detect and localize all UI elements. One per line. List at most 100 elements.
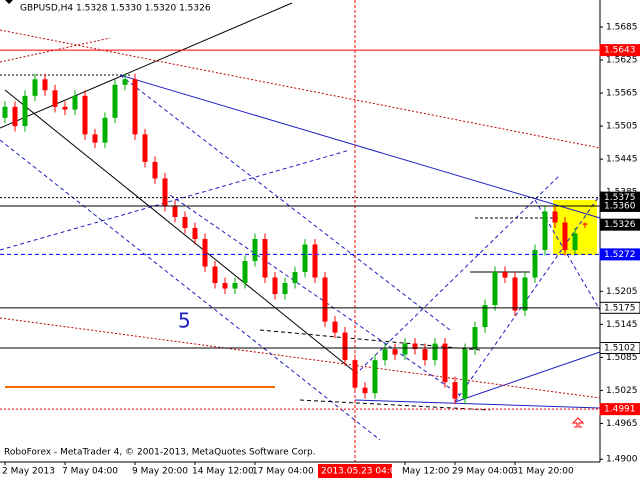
candle-body bbox=[112, 84, 118, 118]
candle-body bbox=[302, 244, 308, 273]
x-tick-label: 29 May 04:00 bbox=[452, 467, 514, 477]
candle-body bbox=[152, 161, 158, 179]
candle-body bbox=[282, 283, 288, 295]
candle-body bbox=[542, 211, 548, 250]
x-tick-label: 9 May 20:00 bbox=[132, 467, 188, 477]
trend-line bbox=[4, 89, 356, 373]
cursor-label: 2013.05.23 04:00 bbox=[321, 467, 402, 477]
level-label: 1.4991 bbox=[604, 405, 636, 415]
candle-body bbox=[212, 266, 218, 284]
trend-line bbox=[119, 74, 601, 219]
candle-body bbox=[332, 321, 338, 333]
level-label-bg bbox=[599, 199, 640, 212]
candle-body bbox=[42, 79, 48, 91]
candle-body bbox=[122, 79, 128, 85]
candle-body bbox=[162, 178, 168, 206]
candle-body bbox=[472, 327, 478, 350]
candle-body bbox=[402, 343, 408, 355]
channel-line bbox=[0, 149, 351, 251]
y-tick-label: 1.5685 bbox=[606, 22, 638, 32]
footer: RoboForex - MetaTrader 4, © 2001-2013, M… bbox=[4, 448, 316, 458]
x-tick-label: 31 May 20:00 bbox=[512, 467, 574, 477]
level-label-bg bbox=[599, 44, 640, 57]
level-label: 1.5102 bbox=[604, 344, 636, 354]
channel-line bbox=[354, 174, 561, 376]
channel-line bbox=[299, 399, 491, 411]
level-label-bg bbox=[599, 403, 640, 416]
candle-body bbox=[22, 95, 28, 127]
trend-line bbox=[454, 351, 601, 403]
candle-body bbox=[572, 233, 578, 250]
channel-line bbox=[0, 139, 381, 441]
candle-body bbox=[252, 238, 258, 262]
trend-line bbox=[0, 2, 293, 129]
y-tick-label: 1.5025 bbox=[606, 386, 638, 396]
level-label-bg bbox=[599, 218, 640, 231]
x-tick-label: May 12:00 bbox=[402, 467, 450, 477]
x-tick-label: 14 May 12:00 bbox=[192, 467, 254, 477]
candle-body bbox=[82, 95, 88, 135]
candle-body bbox=[512, 277, 518, 311]
candle-body bbox=[342, 332, 348, 361]
candle-body bbox=[352, 360, 358, 388]
candle-body bbox=[582, 223, 588, 225]
x-tick-label: 17 May 04:00 bbox=[252, 467, 314, 477]
candle-body bbox=[232, 283, 238, 289]
candle-body bbox=[432, 343, 438, 361]
level-label: 1.5175 bbox=[604, 303, 636, 313]
y-tick-label: 1.5445 bbox=[606, 155, 638, 165]
candle-body bbox=[12, 106, 18, 127]
candle-body bbox=[532, 249, 538, 278]
up-arrow bbox=[571, 417, 585, 428]
level-label: 1.5360 bbox=[604, 201, 636, 211]
candle-body bbox=[492, 272, 498, 306]
candle-body bbox=[142, 134, 148, 162]
candle-body bbox=[452, 382, 458, 399]
level-label: 1.5272 bbox=[604, 250, 636, 260]
candle-body bbox=[32, 79, 38, 96]
candle-body bbox=[502, 272, 508, 278]
level-label: 1.5375 bbox=[604, 193, 636, 203]
candle-body bbox=[2, 106, 8, 118]
candle-body bbox=[522, 277, 528, 311]
y-tick-label: 1.5565 bbox=[606, 89, 638, 99]
candle-body bbox=[192, 227, 198, 239]
chart-title: GBPUSD,H4 1.5328 1.5330 1.5320 1.5326 bbox=[20, 4, 211, 14]
candle-body bbox=[62, 106, 68, 110]
y-tick-label: 1.5145 bbox=[606, 320, 638, 330]
channel-line bbox=[0, 317, 601, 399]
level-label-bg bbox=[599, 248, 640, 261]
y-tick-label: 1.5085 bbox=[606, 353, 638, 363]
y-tick-label: 1.5625 bbox=[606, 56, 638, 66]
candle-body bbox=[182, 216, 188, 228]
candle-body bbox=[102, 117, 108, 143]
candle-body bbox=[392, 349, 398, 355]
level-label-bg bbox=[599, 342, 640, 355]
candle-body bbox=[52, 90, 58, 107]
candle-body bbox=[442, 343, 448, 383]
candle-body bbox=[462, 349, 468, 399]
candle-body bbox=[72, 95, 78, 110]
candle-body bbox=[382, 349, 388, 361]
level-label: 1.5326 bbox=[604, 220, 636, 230]
level-label: 1.5643 bbox=[604, 46, 636, 56]
y-tick-label: 1.5205 bbox=[606, 287, 638, 297]
candle-body bbox=[292, 272, 298, 284]
y-tick-label: 1.4900 bbox=[606, 455, 638, 465]
menu-arrow bbox=[5, 0, 13, 4]
plot bbox=[2, 73, 588, 405]
candle-body bbox=[562, 222, 568, 250]
candle-body bbox=[262, 238, 268, 278]
candle-body bbox=[312, 244, 318, 278]
candle-body bbox=[242, 261, 248, 284]
candle-body bbox=[92, 134, 98, 143]
y-tick-label: 1.4965 bbox=[606, 419, 638, 429]
candle-body bbox=[362, 387, 368, 394]
x-tick-label: 2 May 2013 bbox=[2, 467, 55, 477]
candle-body bbox=[322, 277, 328, 322]
candle-body bbox=[132, 79, 138, 135]
channel-line bbox=[169, 194, 461, 396]
candle-body bbox=[422, 349, 428, 361]
trend-line bbox=[354, 399, 601, 409]
